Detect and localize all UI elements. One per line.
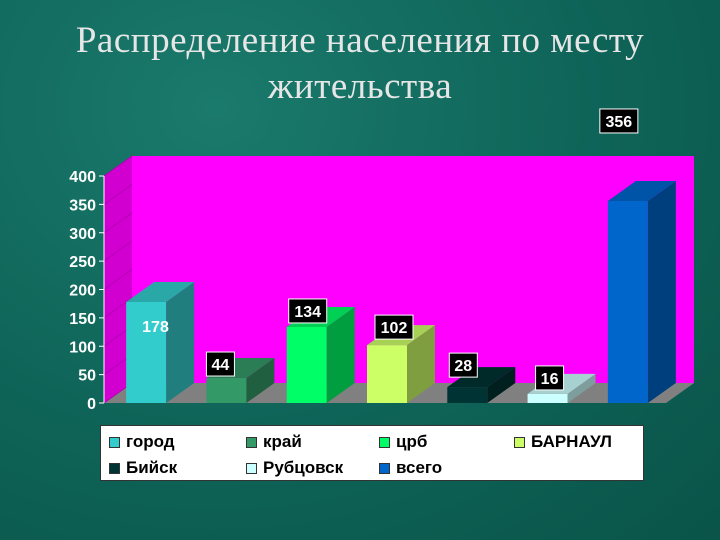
bar-front [607, 200, 648, 403]
bar-side [407, 325, 435, 403]
title-line-2: жительства [267, 66, 453, 107]
legend-swatch [246, 436, 257, 448]
bar-side [166, 281, 195, 403]
bar-top [447, 367, 516, 388]
data-label-box [288, 298, 328, 324]
legend-item-barnaul: БАРНАУЛ [514, 432, 612, 452]
y-tick-label: 400 [69, 169, 96, 186]
side-wall-gridline [103, 240, 133, 262]
data-label-box [448, 352, 478, 378]
bar-front [447, 387, 488, 403]
y-tick-label: 150 [69, 311, 96, 328]
bar-side [567, 373, 596, 403]
bar-side [326, 306, 355, 403]
legend-item-vsego: всего [379, 458, 442, 478]
side-wall-gridline [103, 212, 133, 234]
legend-swatch [379, 436, 390, 448]
bar-front [126, 301, 167, 403]
legend-item-rubtsovsk: Рубцовск [246, 458, 343, 478]
y-tick-label: 300 [69, 226, 96, 243]
legend-label: БАРНАУЛ [531, 432, 612, 451]
title-line-1: Распределение населения по месту [75, 20, 645, 61]
y-tick-label: 50 [78, 368, 96, 385]
chart-legend: город край црб БАРНАУЛ Бийск Рубцовск вс… [100, 425, 644, 481]
legend-label: город [126, 432, 175, 451]
legend-swatch [109, 436, 120, 448]
y-tick-label: 100 [69, 339, 96, 356]
side-wall-gridline [103, 269, 133, 290]
legend-item-krai: край [246, 432, 302, 452]
side-wall-gridline [103, 155, 133, 177]
data-label-box [535, 365, 565, 391]
legend-label: црб [396, 432, 428, 451]
data-label: 16 [541, 371, 559, 388]
data-label: 178 [142, 319, 169, 336]
bar-front [286, 326, 327, 403]
y-tick-label: 350 [69, 197, 96, 214]
legend-item-crb: црб [379, 432, 427, 452]
legend-item-gorod: город [109, 432, 175, 452]
legend-label: всего [396, 458, 443, 477]
legend-label: Бийск [126, 458, 178, 477]
bar-top [607, 180, 676, 201]
data-label-box [205, 351, 235, 377]
data-label: 28 [454, 358, 472, 375]
legend-label: Рубцовск [263, 458, 344, 477]
bar-side [647, 180, 676, 403]
bar-front [527, 393, 568, 403]
legend-item-biysk: Бийск [109, 458, 177, 478]
bar-front [367, 345, 407, 403]
y-tick-label: 0 [87, 396, 96, 413]
bar-top [126, 281, 195, 302]
chart-back-wall [132, 156, 694, 383]
data-label: 134 [294, 304, 321, 321]
legend-swatch [379, 462, 390, 474]
bar-side [246, 358, 275, 403]
bar-side [487, 367, 516, 403]
legend-swatch [109, 462, 120, 474]
data-label: 44 [212, 357, 230, 374]
data-label: 102 [381, 320, 408, 337]
page-title: Распределение населения по месту жительс… [0, 18, 720, 110]
legend-swatch [514, 436, 525, 448]
data-label-box [599, 108, 639, 134]
legend-swatch [246, 462, 257, 474]
data-label-box [374, 314, 414, 340]
y-tick-label: 200 [69, 283, 96, 300]
legend-label: край [263, 432, 302, 451]
y-tick-label: 250 [69, 254, 96, 271]
bar-front [206, 378, 247, 403]
side-wall-gridline [103, 184, 133, 205]
data-label: 356 [606, 114, 633, 131]
